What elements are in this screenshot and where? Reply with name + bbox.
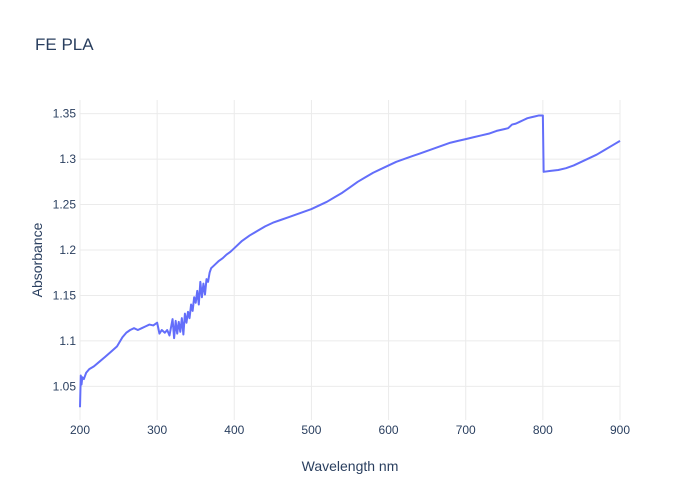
chart-title: FE PLA — [35, 35, 94, 54]
y-tick-label: 1.05 — [53, 379, 77, 393]
x-tick-label: 800 — [533, 423, 553, 437]
y-tick-label: 1.15 — [53, 288, 77, 302]
series-layer — [79, 114, 621, 408]
x-tick-label: 200 — [70, 423, 90, 437]
y-tick-label: 1.35 — [53, 107, 77, 121]
x-tick-label: 700 — [456, 423, 476, 437]
x-tick-label: 400 — [224, 423, 244, 437]
x-tick-label: 500 — [301, 423, 321, 437]
y-tick-label: 1.3 — [59, 152, 76, 166]
x-tick-label: 600 — [379, 423, 399, 437]
x-axis-title: Wavelength nm — [302, 458, 399, 474]
y-axis-title: Absorbance — [29, 222, 45, 297]
y-tick-label: 1.1 — [59, 334, 76, 348]
absorbance-series-line — [79, 114, 621, 408]
grid-layer — [79, 100, 621, 420]
x-tick-label: 300 — [147, 423, 167, 437]
ticks-layer: 200 300 400 500 600 700 800 900 1.05 1.1 1.15 1.2 1.… — [53, 107, 631, 437]
x-tick-label: 900 — [610, 423, 630, 437]
y-tick-label: 1.25 — [53, 198, 77, 212]
y-tick-label: 1.2 — [59, 243, 76, 257]
